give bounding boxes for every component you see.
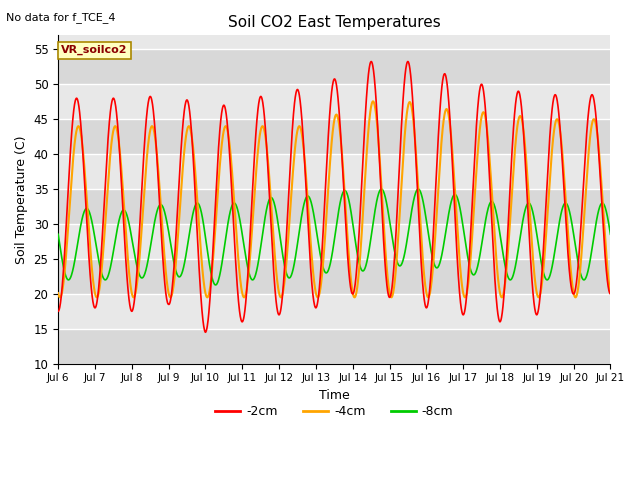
-2cm	[573, 271, 581, 276]
-8cm	[212, 282, 220, 288]
Line: -4cm: -4cm	[58, 101, 611, 297]
Legend: -2cm, -4cm, -8cm: -2cm, -4cm, -8cm	[210, 400, 458, 423]
-8cm	[351, 232, 358, 238]
-4cm	[54, 290, 62, 296]
Title: Soil CO2 East Temperatures: Soil CO2 East Temperatures	[228, 15, 441, 30]
-4cm	[573, 289, 581, 295]
-2cm	[209, 257, 216, 263]
-4cm	[166, 294, 174, 300]
-2cm	[607, 291, 614, 297]
-8cm	[573, 256, 581, 262]
-4cm	[209, 264, 216, 269]
-8cm	[54, 231, 62, 237]
-2cm	[495, 318, 503, 324]
-4cm	[362, 155, 370, 160]
-4cm	[369, 98, 377, 104]
-2cm	[362, 96, 370, 101]
Text: VR_soilco2: VR_soilco2	[61, 45, 127, 56]
Bar	[58, 189, 611, 224]
Bar	[58, 224, 611, 259]
X-axis label: Time: Time	[319, 389, 349, 402]
-8cm	[208, 275, 216, 281]
Line: -2cm: -2cm	[58, 61, 611, 332]
-2cm	[404, 59, 412, 64]
Bar	[58, 259, 611, 294]
Y-axis label: Soil Temperature (C): Soil Temperature (C)	[15, 135, 28, 264]
-2cm	[202, 329, 209, 335]
-8cm	[607, 231, 614, 237]
-8cm	[362, 261, 370, 266]
-2cm	[351, 287, 358, 292]
-8cm	[558, 206, 566, 212]
-2cm	[54, 309, 62, 314]
-4cm	[495, 285, 503, 291]
-4cm	[558, 147, 566, 153]
Bar	[58, 294, 611, 329]
Bar	[58, 329, 611, 364]
Line: -8cm: -8cm	[58, 189, 611, 285]
-4cm	[351, 294, 358, 300]
-4cm	[607, 290, 614, 296]
Bar	[58, 154, 611, 189]
-8cm	[495, 226, 503, 232]
Text: No data for f_TCE_4: No data for f_TCE_4	[6, 12, 116, 23]
-2cm	[558, 155, 566, 161]
Bar	[58, 84, 611, 119]
Bar	[58, 119, 611, 154]
-8cm	[378, 186, 385, 192]
Bar	[58, 49, 611, 84]
